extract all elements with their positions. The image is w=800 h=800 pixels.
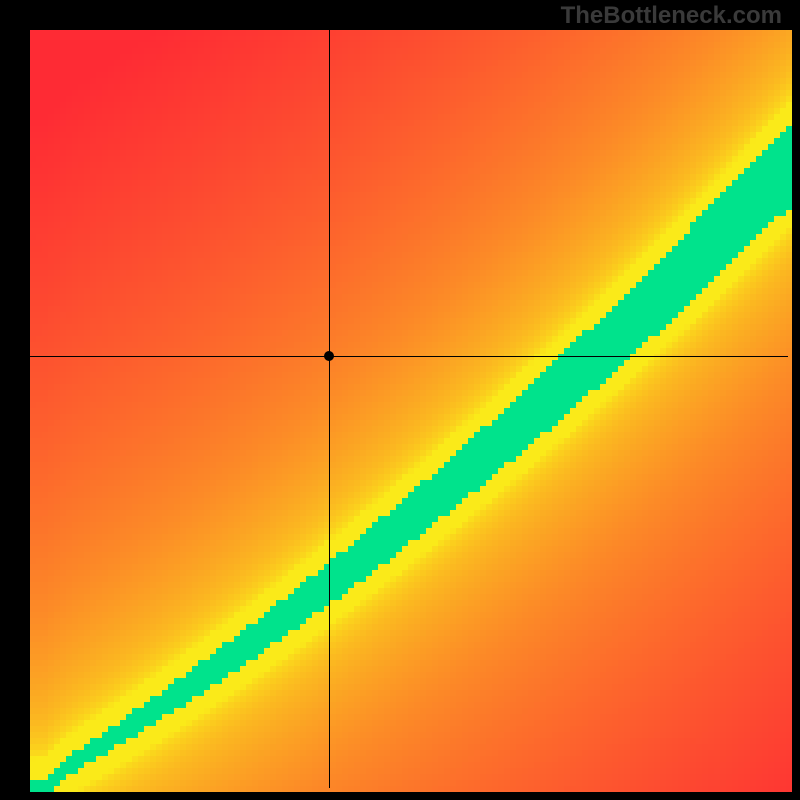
- bottleneck-heatmap: [0, 0, 800, 800]
- crosshair-horizontal: [30, 356, 788, 357]
- crosshair-vertical: [329, 30, 330, 788]
- chart-container: TheBottleneck.com: [0, 0, 800, 800]
- watermark-text: TheBottleneck.com: [561, 2, 782, 30]
